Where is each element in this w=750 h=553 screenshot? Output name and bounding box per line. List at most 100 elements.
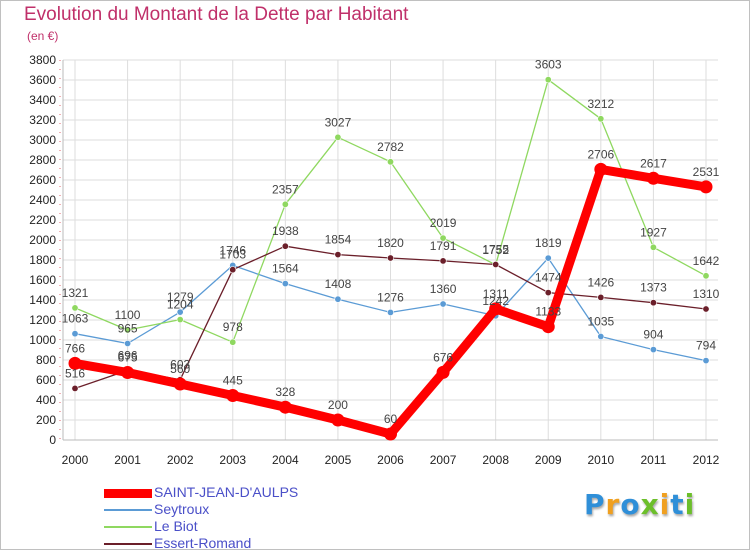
data-point-essert-romand: [649, 299, 657, 307]
data-point-seytroux: [702, 357, 710, 365]
y-tick-label: 1800: [29, 253, 56, 267]
data-label-essert-romand: 1820: [377, 236, 404, 250]
data-point-essert-romand: [71, 384, 79, 392]
data-label-essert-romand: 1791: [430, 239, 457, 253]
data-label-essert-romand: 516: [65, 366, 85, 380]
x-tick-label: 2005: [325, 453, 352, 467]
data-point-saint-jean-d-aulps: [646, 171, 660, 185]
data-label-le-biot: 978: [223, 320, 243, 334]
legend-swatch: [104, 509, 152, 511]
data-label-le-biot: 2357: [272, 182, 299, 196]
x-tick-label: 2012: [693, 453, 720, 467]
x-tick-label: 2000: [62, 453, 89, 467]
data-label-saint-jean-d-aulps: 328: [275, 385, 295, 399]
y-tick-label: 3600: [29, 73, 56, 87]
data-point-saint-jean-d-aulps: [436, 365, 450, 379]
data-point-le-biot: [702, 272, 710, 280]
y-tick-label: 200: [36, 413, 56, 427]
data-point-le-biot: [124, 326, 132, 334]
y-tick-label: 0: [49, 433, 56, 447]
data-point-essert-romand: [439, 257, 447, 265]
x-tick-label: 2006: [377, 453, 404, 467]
data-point-saint-jean-d-aulps: [68, 356, 82, 370]
data-point-le-biot: [439, 234, 447, 242]
legend-swatch: [104, 488, 152, 498]
data-point-saint-jean-d-aulps: [331, 413, 345, 427]
chart-title: Evolution du Montant de la Dette par Hab…: [24, 4, 409, 25]
data-label-le-biot: 3603: [535, 58, 562, 72]
y-tick-label: 2200: [29, 213, 56, 227]
data-point-le-biot: [229, 338, 237, 346]
data-label-saint-jean-d-aulps: 1133: [535, 305, 561, 319]
data-label-seytroux: 1360: [430, 282, 457, 296]
data-label-seytroux: 965: [118, 322, 138, 336]
data-point-essert-romand: [702, 305, 710, 313]
y-tick-label: 600: [36, 373, 56, 387]
data-point-le-biot: [544, 76, 552, 84]
y-tick-label: 1200: [29, 313, 56, 327]
data-point-essert-romand: [334, 251, 342, 259]
x-tick-label: 2011: [641, 453, 667, 467]
data-label-essert-romand: 696: [118, 348, 138, 362]
data-label-essert-romand: 1426: [587, 275, 614, 289]
x-tick-label: 2001: [114, 453, 141, 467]
data-point-essert-romand: [281, 242, 289, 250]
data-point-seytroux: [439, 300, 447, 308]
data-label-seytroux: 1035: [587, 315, 614, 329]
data-point-le-biot: [597, 115, 605, 123]
data-label-saint-jean-d-aulps: 60: [384, 412, 398, 426]
data-label-le-biot: 1100: [115, 308, 141, 322]
data-label-saint-jean-d-aulps: 676: [433, 350, 453, 364]
data-point-saint-jean-d-aulps: [278, 400, 292, 414]
data-label-saint-jean-d-aulps: 200: [328, 398, 348, 412]
data-point-le-biot: [386, 158, 394, 166]
data-point-seytroux: [544, 254, 552, 262]
data-point-essert-romand: [492, 260, 500, 268]
legend-swatch: [104, 543, 152, 545]
data-label-essert-romand: 1373: [640, 281, 667, 295]
y-tick-label: 2600: [29, 173, 56, 187]
data-point-seytroux: [71, 330, 79, 338]
legend-label: SAINT-JEAN-D'AULPS: [154, 484, 299, 500]
data-point-saint-jean-d-aulps: [384, 427, 397, 441]
data-label-essert-romand: 1310: [693, 287, 720, 301]
data-point-seytroux: [281, 280, 289, 288]
data-point-le-biot: [334, 133, 342, 141]
chart-subtitle: (en €): [27, 29, 59, 43]
x-tick-label: 2010: [587, 453, 614, 467]
data-label-seytroux: 1564: [272, 262, 299, 276]
data-point-seytroux: [649, 346, 657, 354]
data-label-le-biot: 2019: [430, 216, 457, 230]
legend-label: Le Biot: [154, 518, 198, 534]
data-label-essert-romand: 1474: [535, 271, 562, 285]
y-tick-label: 3200: [29, 113, 56, 127]
data-label-essert-romand: 603: [170, 358, 190, 372]
data-label-saint-jean-d-aulps: 2706: [587, 147, 614, 161]
y-tick-label: 2400: [29, 193, 56, 207]
data-label-seytroux: 1242: [482, 294, 509, 308]
legend-label: Essert-Romand: [154, 535, 252, 551]
data-label-le-biot: 1321: [62, 286, 89, 300]
x-tick-label: 2004: [272, 453, 299, 467]
data-point-saint-jean-d-aulps: [121, 366, 135, 379]
data-label-seytroux: 794: [696, 339, 716, 353]
data-label-saint-jean-d-aulps: 560: [170, 362, 190, 376]
y-tick-label: 1600: [29, 273, 56, 287]
data-label-essert-romand: 1703: [219, 248, 246, 262]
data-label-saint-jean-d-aulps: 2531: [693, 165, 720, 179]
data-point-seytroux: [334, 295, 342, 303]
proxiti-logo: Proxiti: [584, 488, 696, 521]
data-point-saint-jean-d-aulps: [489, 302, 503, 316]
data-point-seytroux: [124, 339, 132, 347]
data-label-saint-jean-d-aulps: 675: [118, 351, 138, 365]
data-label-essert-romand: 1854: [325, 233, 352, 247]
y-tick-label: 1000: [29, 333, 56, 347]
data-point-seytroux: [597, 332, 605, 340]
y-tick-label: 3000: [29, 133, 56, 147]
y-tick-label: 400: [36, 393, 56, 407]
data-label-seytroux: 1746: [219, 243, 246, 257]
data-point-le-biot: [649, 243, 657, 251]
data-label-seytroux: 1276: [377, 290, 404, 304]
x-tick-label: 2007: [430, 453, 457, 467]
